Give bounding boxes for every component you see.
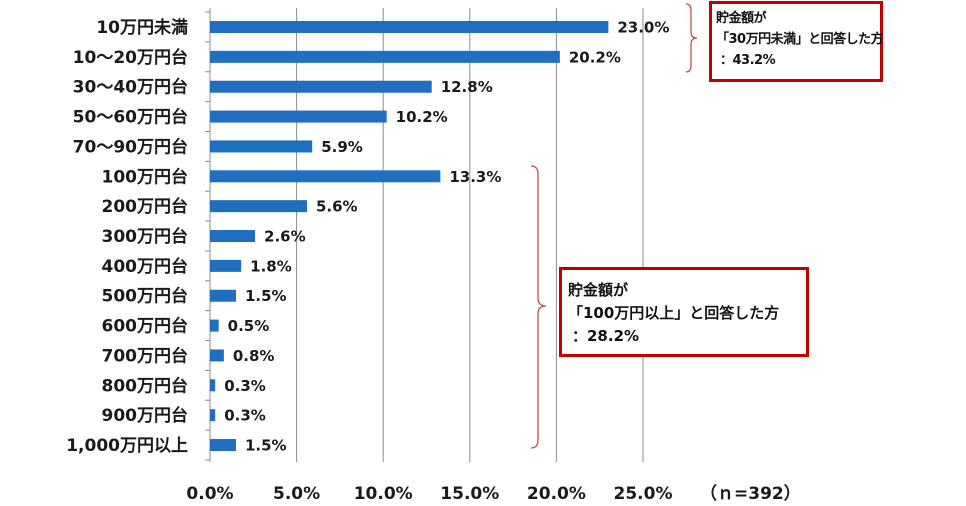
data-label: 0.3% — [224, 377, 266, 395]
category-label: 900万円台 — [102, 405, 189, 426]
bar — [210, 80, 432, 93]
x-tick-label: 20.0% — [527, 484, 586, 504]
sample-size-note: （ｎ=392） — [700, 483, 801, 504]
y-axis-ticks — [205, 11, 210, 461]
bar — [210, 110, 387, 123]
category-label: 1,000万円以上 — [66, 436, 188, 456]
bar — [210, 21, 609, 33]
annotation-line: 「30万円未満」と回答した方 — [716, 32, 884, 47]
annotation-line: ：43.2% — [720, 53, 776, 68]
bar — [210, 409, 216, 422]
bar — [210, 230, 256, 243]
data-label: 5.6% — [316, 198, 358, 216]
category-label: 30～40万円台 — [73, 77, 188, 98]
data-label: 1.8% — [250, 257, 292, 275]
brace-over-100man-group — [530, 165, 547, 449]
data-label: 0.5% — [228, 317, 270, 335]
category-label: 10～20万円台 — [73, 47, 188, 68]
bar — [210, 140, 313, 153]
labels: 0.0% 5.0% 10.0% 15.0% 20.0% 25.0% （ｎ=392） 10万円未… — [66, 17, 801, 504]
bar — [210, 259, 242, 272]
category-label: 10万円未満 — [96, 17, 188, 38]
data-label: 12.8% — [441, 78, 493, 96]
category-label: 70～90万円台 — [73, 136, 188, 157]
bar — [210, 50, 560, 63]
brace-under-30man-group — [685, 3, 698, 73]
category-label: 500万円台 — [102, 286, 189, 307]
x-tick-label: 10.0% — [354, 484, 413, 504]
data-label: 0.3% — [224, 407, 266, 425]
bars — [210, 21, 609, 452]
data-label: 1.5% — [245, 287, 287, 305]
annotation-line: ：28.2% — [572, 327, 640, 345]
bar — [210, 200, 307, 213]
bar — [210, 379, 216, 392]
category-label: 50～60万円台 — [73, 107, 188, 128]
category-label: 800万円台 — [102, 375, 189, 396]
category-label: 100万円台 — [102, 166, 189, 187]
annotation-line: 貯金額が — [716, 11, 767, 26]
annotation-line: 「100万円以上」と回答した方 — [568, 304, 780, 322]
data-label: 0.8% — [233, 347, 275, 365]
data-label: 13.3% — [449, 168, 501, 186]
category-label: 200万円台 — [102, 196, 189, 217]
data-label: 5.9% — [321, 138, 363, 156]
data-label: 20.2% — [569, 48, 621, 66]
x-tick-label: 15.0% — [440, 484, 499, 504]
annotation-box-over-100man: 貯金額が 「100万円以上」と回答した方 ：28.2% — [559, 267, 809, 357]
category-label: 600万円台 — [102, 316, 189, 337]
bar — [210, 439, 236, 452]
bar — [210, 289, 236, 302]
x-tick-label: 0.0% — [186, 484, 233, 504]
data-label: 2.6% — [264, 228, 306, 246]
annotation-line: 貯金額が — [568, 281, 629, 299]
category-label: 300万円台 — [102, 226, 189, 247]
category-label: 400万円台 — [102, 256, 189, 277]
category-label: 700万円台 — [102, 345, 189, 366]
bar — [210, 349, 224, 362]
x-tick-label: 5.0% — [273, 484, 320, 504]
x-tick-label: 25.0% — [614, 484, 673, 504]
data-label: 1.5% — [245, 437, 287, 455]
data-label: 23.0% — [617, 19, 669, 37]
annotation-box-under-30man: 貯金額が 「30万円未満」と回答した方 ：43.2% — [709, 1, 884, 82]
bar — [210, 319, 219, 332]
data-label: 10.2% — [396, 108, 448, 126]
bar — [210, 170, 441, 183]
